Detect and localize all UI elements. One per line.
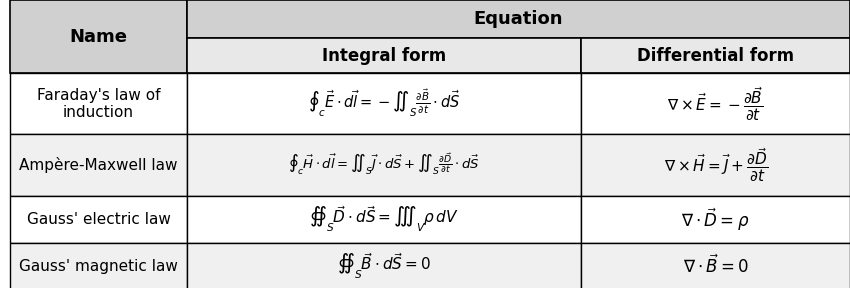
Text: Faraday's law of
induction: Faraday's law of induction [37, 88, 160, 120]
Text: Ampère-Maxwell law: Ampère-Maxwell law [20, 157, 178, 173]
Bar [10, 134, 187, 196]
Text: Name: Name [70, 28, 128, 46]
Text: $\nabla \cdot \vec{B} = 0$: $\nabla \cdot \vec{B} = 0$ [683, 255, 749, 277]
Bar [187, 196, 581, 243]
Text: Equation: Equation [473, 10, 563, 28]
Bar [581, 73, 850, 134]
Bar [581, 38, 850, 73]
Bar [581, 134, 850, 196]
Text: $\oint_{c} \vec{E} \cdot d\vec{l} = -\iint_{S} \frac{\partial \vec{B}}{\partial : $\oint_{c} \vec{E} \cdot d\vec{l} = -\ii… [308, 88, 460, 120]
Text: Gauss' magnetic law: Gauss' magnetic law [19, 259, 178, 274]
Bar [10, 73, 187, 134]
Text: $\oint_{c} \vec{H} \cdot d\vec{l} = \iint_{S} \vec{J} \cdot d\vec{S} + \iint_{S}: $\oint_{c} \vec{H} \cdot d\vec{l} = \iin… [288, 152, 479, 178]
Text: $\oiint_{S} \vec{D} \cdot d\vec{S} = \iiint_{V} \rho \, dV$: $\oiint_{S} \vec{D} \cdot d\vec{S} = \ii… [309, 205, 459, 234]
Text: $\nabla \cdot \vec{D} = \rho$: $\nabla \cdot \vec{D} = \rho$ [682, 206, 750, 233]
Text: $\nabla \times \vec{H} = \vec{J} + \dfrac{\partial \vec{D}}{\partial t}$: $\nabla \times \vec{H} = \vec{J} + \dfra… [664, 146, 768, 184]
Bar [10, 0, 187, 73]
Bar [187, 0, 850, 38]
Text: Gauss' electric law: Gauss' electric law [26, 212, 170, 227]
Bar [187, 243, 581, 288]
Bar [187, 134, 581, 196]
Text: $\nabla \times \vec{E} = -\dfrac{\partial \vec{B}}{\partial t}$: $\nabla \times \vec{E} = -\dfrac{\partia… [667, 85, 764, 123]
Text: Differential form: Differential form [638, 47, 794, 65]
Bar [581, 196, 850, 243]
Bar [581, 243, 850, 288]
Bar [10, 243, 187, 288]
Text: Integral form: Integral form [322, 47, 446, 65]
Text: $\oiint_{S} \vec{B} \cdot d\vec{S} = 0$: $\oiint_{S} \vec{B} \cdot d\vec{S} = 0$ [337, 251, 431, 281]
Bar [10, 196, 187, 243]
Bar [187, 38, 581, 73]
Bar [187, 73, 581, 134]
